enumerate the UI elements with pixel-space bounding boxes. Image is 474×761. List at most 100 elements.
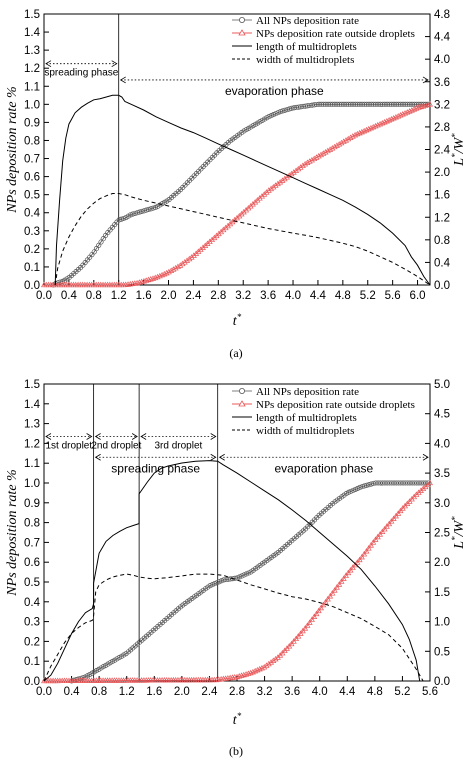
y-right-tick-label: 3.0 — [434, 498, 450, 510]
series-outside-point — [274, 180, 281, 187]
y-left-tick-label: 1.1 — [24, 458, 40, 470]
series-outside-point — [318, 151, 325, 158]
series-all-nps-point — [207, 583, 213, 589]
series-outside-point — [374, 121, 381, 128]
y-left-tick-label: 0.6 — [24, 557, 40, 569]
series-all-nps-point — [218, 578, 224, 584]
y-left-tick-label: 0.9 — [24, 117, 40, 129]
legend-swatch-triangle — [238, 29, 246, 36]
series-outside-point — [281, 175, 288, 182]
y-left-tick-label: 0.3 — [24, 226, 40, 238]
series-outside-point — [297, 164, 304, 170]
x-tick-label: 2.8 — [229, 686, 245, 698]
y-right-tick-label: 0.0 — [434, 280, 450, 292]
y-right-tick-label: 2.0 — [434, 557, 450, 569]
caption-b: (b) — [229, 744, 243, 758]
x-tick-label: 4.0 — [312, 686, 328, 698]
series-outside-point — [324, 147, 331, 154]
series-all-nps-point — [268, 113, 274, 119]
series-outside-point — [333, 142, 340, 148]
series-outside-point — [249, 668, 256, 675]
y-left-tick-label: 0.8 — [24, 518, 40, 530]
y-left-tick-label: 1.1 — [24, 81, 40, 93]
series-outside-point — [354, 559, 361, 565]
legend-label: length of multidroplets — [256, 41, 357, 53]
series-all-nps-point — [150, 205, 156, 211]
plot-frame — [43, 383, 431, 682]
y-right-tick-label: 4.5 — [434, 409, 450, 421]
y-left-tick-label: 1.2 — [24, 438, 40, 450]
y-right-tick-label: 3.5 — [434, 468, 450, 480]
series-all-nps-point — [241, 572, 247, 578]
y-right-tick-label: 3.6 — [434, 77, 450, 89]
y-right-tick-label: 0.0 — [434, 676, 450, 688]
series-outside-point — [165, 268, 172, 275]
y-right-tick-label: 2.0 — [434, 167, 450, 179]
arrowhead — [45, 433, 52, 440]
y-right-tick-label: 0.4 — [434, 257, 451, 269]
y-left-tick-label: 1.5 — [24, 379, 40, 391]
annotation-label: 1st droplet — [45, 440, 92, 451]
y-right-tick-label: 1.0 — [434, 617, 450, 629]
y-right-tick-label: 0.8 — [434, 235, 450, 247]
series-all-nps-point — [366, 482, 372, 488]
series-outside-point — [349, 133, 356, 139]
y-right-tick-label: 1.6 — [434, 190, 450, 202]
y-left-tick-label: 0.2 — [24, 636, 40, 648]
series-outside-point — [304, 159, 311, 165]
y-left-axis-label: NPs deposition rate % — [5, 86, 20, 213]
x-tick-label: 2.0 — [161, 290, 177, 302]
annotation-label: evaporation phase — [225, 84, 324, 98]
y-left-tick-label: 1.3 — [24, 45, 40, 57]
series-outside-point — [268, 185, 275, 192]
series-outside-point — [358, 553, 365, 560]
series-all-nps-point — [275, 110, 281, 116]
x-tick-label: 4.4 — [310, 290, 327, 302]
y-right-tick-label: 2.4 — [434, 145, 451, 157]
series-all-nps-point — [359, 484, 365, 490]
series-outside-point — [427, 101, 433, 107]
series-outside-point — [290, 169, 297, 175]
y-left-tick-label: 0.0 — [24, 676, 40, 688]
series-all-nps-point — [146, 206, 152, 212]
series-all-nps-point — [346, 489, 352, 495]
y-right-tick-label: 1.2 — [434, 212, 450, 224]
caption-a: (a) — [229, 346, 242, 360]
series-outside-point — [367, 542, 374, 548]
series-outside-point — [338, 578, 345, 584]
series-outside-point — [188, 254, 195, 260]
arrowhead — [45, 60, 52, 68]
series-outside-point — [352, 131, 359, 138]
series-all-nps-point — [212, 581, 218, 587]
series-outside-point — [318, 604, 325, 611]
series-outside-point — [424, 101, 431, 108]
series-outside-point — [306, 619, 313, 625]
series-outside-point — [340, 575, 347, 581]
series-outside-point — [149, 275, 156, 281]
series-outside-point — [261, 663, 268, 670]
x-tick-label: 0.8 — [91, 686, 107, 698]
x-tick-label: 5.6 — [385, 290, 401, 302]
annotation-label: spreading phase — [44, 68, 118, 79]
series-all-nps-point — [237, 574, 243, 580]
series-all-nps-point — [284, 107, 290, 113]
series-outside-point — [329, 145, 336, 151]
series-outside-point — [293, 635, 300, 642]
series-outside-point — [270, 183, 277, 190]
x-tick-label: 1.2 — [119, 686, 135, 698]
arrowhead — [218, 453, 225, 461]
series-outside-point — [363, 126, 370, 133]
series-outside-point — [379, 119, 386, 126]
series-outside-point — [172, 264, 179, 271]
legend-label: NPs deposition rate outside droplets — [256, 399, 415, 411]
y-left-tick-label: 0.9 — [24, 498, 40, 510]
x-tick-label: 5.6 — [422, 686, 438, 698]
series-all-nps-point — [246, 570, 252, 576]
x-tick-label: 3.6 — [284, 686, 300, 698]
y-right-tick-label: 2.5 — [434, 528, 450, 540]
x-tick-label: 2.8 — [210, 290, 226, 302]
series-outside-point — [302, 160, 309, 167]
series-outside-point — [308, 616, 315, 622]
y-left-tick-label: 0.7 — [24, 537, 40, 549]
